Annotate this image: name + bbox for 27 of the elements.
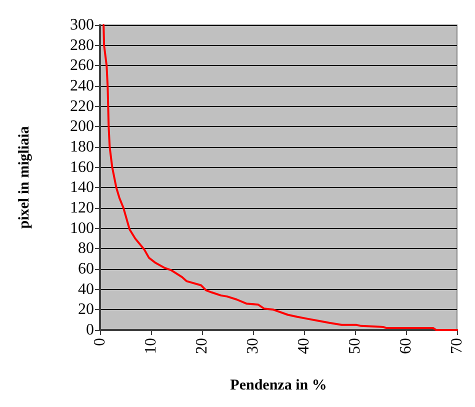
x-tick-label: 10 xyxy=(142,338,160,354)
line-series xyxy=(102,24,458,331)
y-tick-label: 40 xyxy=(78,280,94,298)
y-tick-label: 200 xyxy=(70,118,94,136)
x-axis-title: Pendenza in % xyxy=(230,378,327,394)
y-tick-label: 20 xyxy=(78,301,94,318)
x-tick-label: 0 xyxy=(92,338,108,346)
y-tick-label: 0 xyxy=(86,322,94,338)
x-tick-label: 60 xyxy=(398,338,414,354)
x-tick-label: 20 xyxy=(194,338,210,354)
y-tick-label: 80 xyxy=(78,240,94,258)
y-tick-label: 160 xyxy=(70,158,94,176)
y-tick-label: 220 xyxy=(70,98,94,115)
x-tick-label: 50 xyxy=(346,338,364,354)
y-tick-label: 260 xyxy=(70,57,94,74)
x-tick-label: 30 xyxy=(244,338,262,354)
x-tick-label: 40 xyxy=(296,338,312,354)
y-axis-title: pixel in migliaia xyxy=(16,126,32,229)
y-tick-label: 280 xyxy=(70,36,94,54)
y-tick-label: 300 xyxy=(70,16,94,34)
x-tick-label: 70 xyxy=(448,338,466,354)
y-tick-label: 240 xyxy=(70,78,94,94)
y-tick-label: 60 xyxy=(78,260,94,278)
y-tick-label: 120 xyxy=(70,200,94,216)
y-tick-label: 100 xyxy=(70,220,94,237)
y-tick-label: 180 xyxy=(70,138,94,156)
y-tick-label: 140 xyxy=(70,179,94,196)
